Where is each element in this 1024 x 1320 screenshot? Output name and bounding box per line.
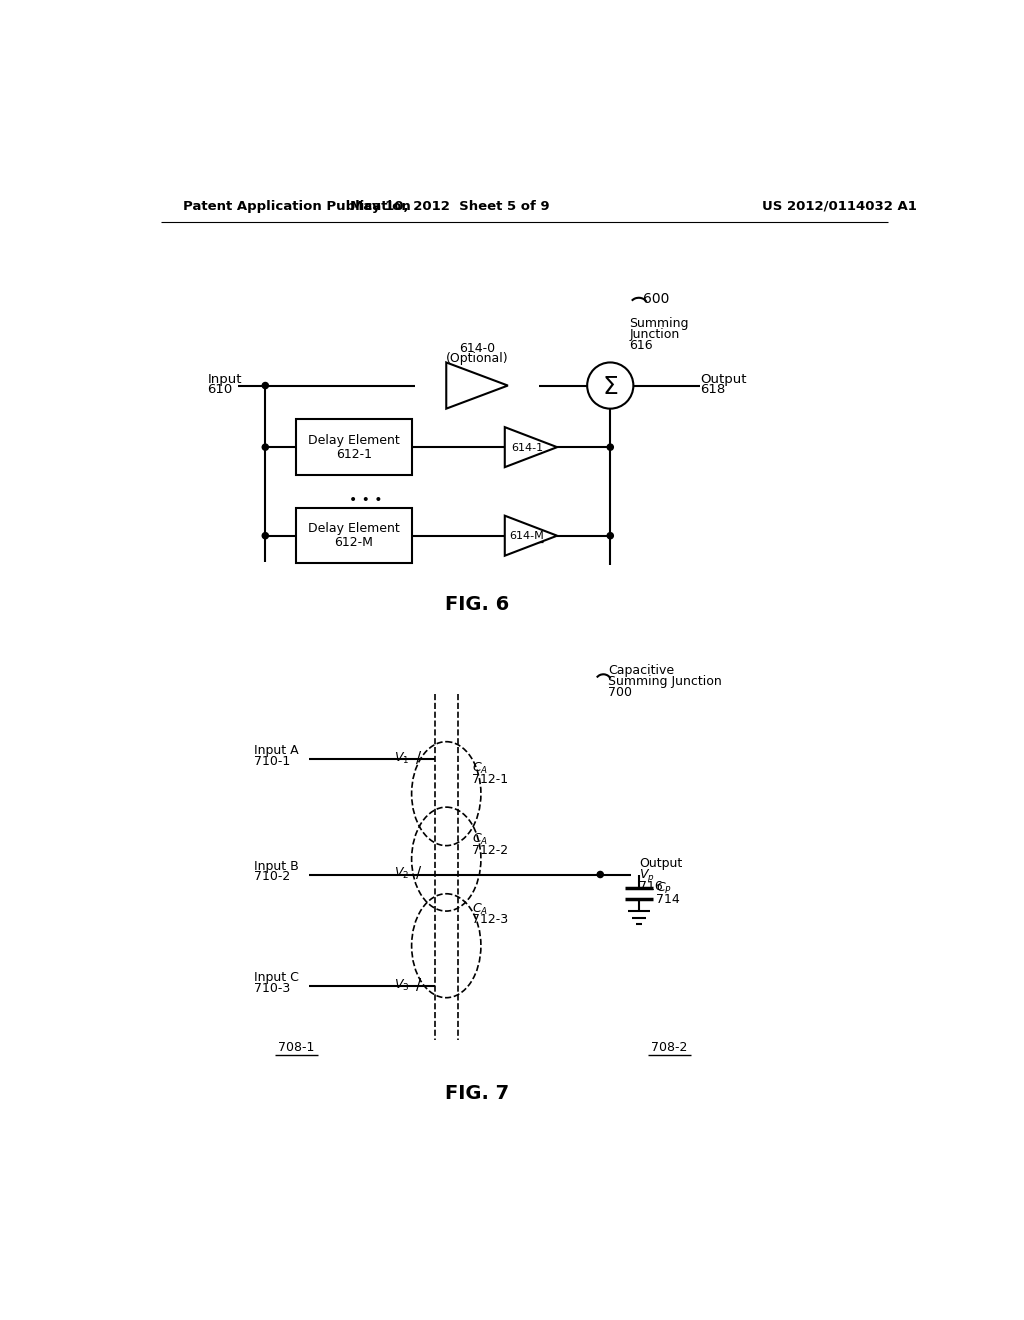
Text: Junction: Junction xyxy=(630,329,680,342)
Circle shape xyxy=(262,444,268,450)
Text: Input A: Input A xyxy=(254,744,298,758)
Text: /: / xyxy=(416,978,421,993)
Polygon shape xyxy=(505,428,557,467)
Text: 700: 700 xyxy=(608,685,632,698)
Text: Summing Junction: Summing Junction xyxy=(608,675,722,688)
Text: May 10, 2012  Sheet 5 of 9: May 10, 2012 Sheet 5 of 9 xyxy=(350,199,550,213)
Polygon shape xyxy=(505,516,557,556)
Text: $\Sigma$: $\Sigma$ xyxy=(602,375,618,399)
Circle shape xyxy=(607,532,613,539)
Text: Input: Input xyxy=(208,372,242,385)
Text: $C_A$: $C_A$ xyxy=(472,833,487,847)
Text: 708-1: 708-1 xyxy=(278,1041,314,1055)
Text: $V_3$: $V_3$ xyxy=(394,978,410,993)
Text: $C_A$: $C_A$ xyxy=(472,902,487,916)
Text: 612-M: 612-M xyxy=(335,536,374,549)
Text: Input B: Input B xyxy=(254,859,299,873)
Text: 712-1: 712-1 xyxy=(472,772,508,785)
Text: (Optional): (Optional) xyxy=(445,352,508,366)
Text: 710-2: 710-2 xyxy=(254,870,290,883)
Text: 618: 618 xyxy=(700,383,726,396)
Text: FIG. 7: FIG. 7 xyxy=(445,1085,509,1104)
Text: Input C: Input C xyxy=(254,972,299,985)
Text: Output: Output xyxy=(639,857,682,870)
Text: $C_P$: $C_P$ xyxy=(655,880,672,896)
Text: 610: 610 xyxy=(208,383,232,396)
Text: Delay Element: Delay Element xyxy=(308,434,399,446)
Text: 712-3: 712-3 xyxy=(472,913,508,927)
Text: Patent Application Publication: Patent Application Publication xyxy=(183,199,411,213)
Bar xyxy=(296,508,412,564)
Circle shape xyxy=(262,532,268,539)
Text: Delay Element: Delay Element xyxy=(308,523,399,536)
Text: • • •: • • • xyxy=(348,492,382,507)
Text: 710-1: 710-1 xyxy=(254,755,290,768)
Text: 716: 716 xyxy=(639,879,663,892)
Circle shape xyxy=(587,363,634,409)
Text: 712-2: 712-2 xyxy=(472,843,508,857)
Text: Summing: Summing xyxy=(630,317,689,330)
Text: US 2012/0114032 A1: US 2012/0114032 A1 xyxy=(762,199,916,213)
Text: 710-3: 710-3 xyxy=(254,982,290,995)
Text: 708-2: 708-2 xyxy=(651,1041,688,1055)
Circle shape xyxy=(607,444,613,450)
Text: $C_A$: $C_A$ xyxy=(472,760,487,776)
Text: 616: 616 xyxy=(630,339,653,352)
Circle shape xyxy=(597,871,603,878)
Bar xyxy=(296,420,412,475)
Text: 600: 600 xyxy=(643,292,669,306)
Text: 614-M: 614-M xyxy=(510,532,545,541)
Text: /: / xyxy=(416,866,421,882)
Circle shape xyxy=(262,383,268,388)
Text: 614-1: 614-1 xyxy=(511,444,543,453)
Text: $V_1$: $V_1$ xyxy=(394,751,410,766)
Text: 612-1: 612-1 xyxy=(336,447,372,461)
Text: 614-0: 614-0 xyxy=(459,342,496,355)
Text: /: / xyxy=(416,751,421,766)
Text: FIG. 6: FIG. 6 xyxy=(445,595,509,615)
Text: Capacitive: Capacitive xyxy=(608,664,674,677)
Polygon shape xyxy=(446,363,508,409)
Text: Output: Output xyxy=(700,372,746,385)
Text: $V_2$: $V_2$ xyxy=(394,866,410,882)
Text: $V_p$: $V_p$ xyxy=(639,867,654,884)
Text: 714: 714 xyxy=(655,892,680,906)
